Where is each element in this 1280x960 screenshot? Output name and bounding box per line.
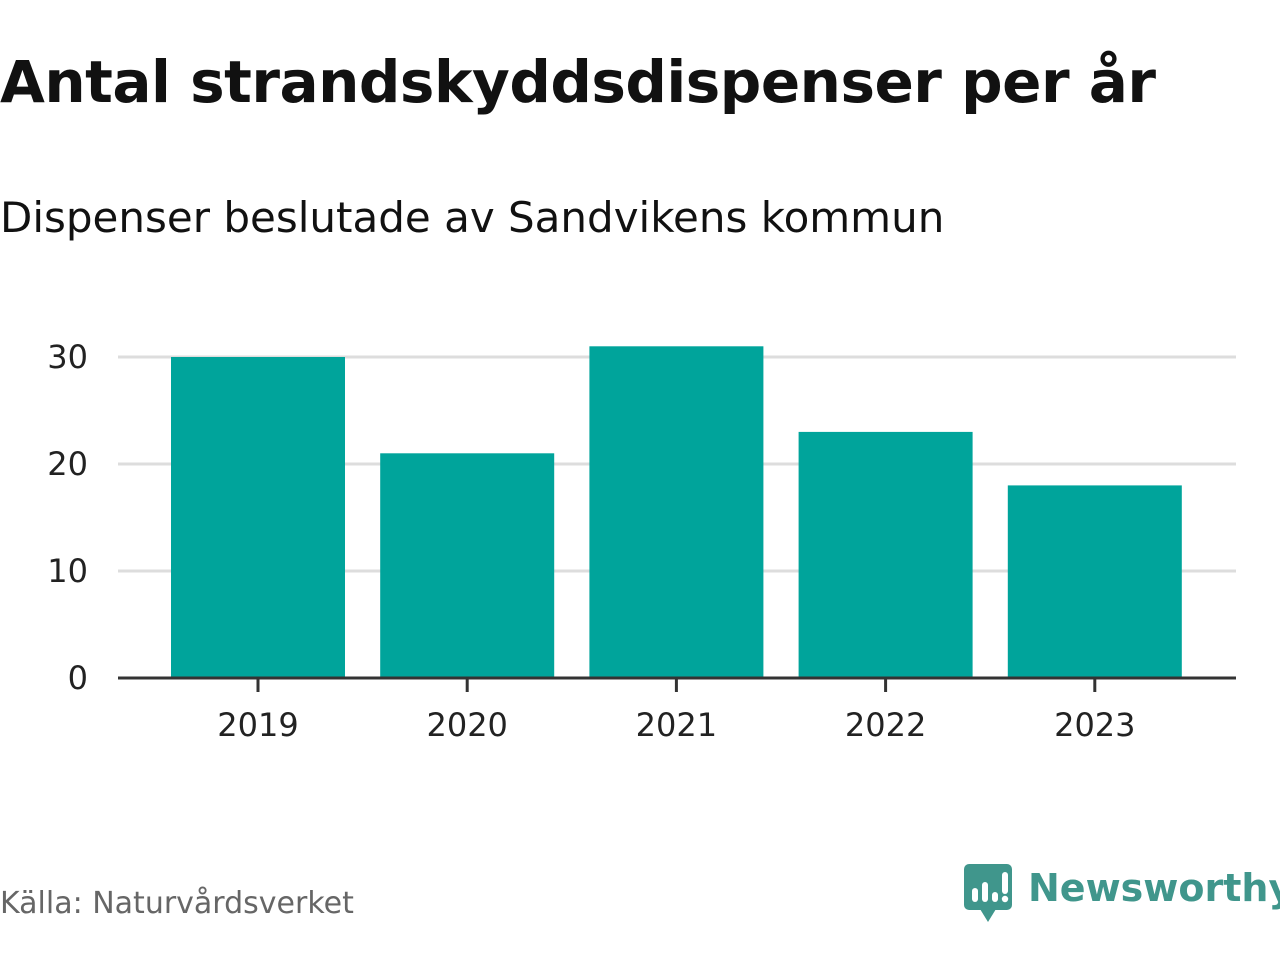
bar-chart: 0 10 20 30 2019 2020 2021 2022 2023: [47, 338, 1236, 744]
bar-2022: [798, 431, 973, 678]
chart-title: Antal strandskyddsdispenser per år: [0, 48, 1156, 116]
bar-2019: [171, 357, 345, 678]
x-tick-label: 2022: [845, 706, 926, 744]
chart-subtitle: Dispenser beslutade av Sandvikens kommun: [0, 193, 945, 242]
x-tick-label: 2019: [217, 706, 298, 744]
x-tick-label: 2023: [1054, 706, 1135, 744]
x-tick-label: 2020: [426, 706, 507, 744]
newsworthy-logo-icon: [964, 864, 1012, 922]
bar-2020: [380, 453, 555, 678]
brand-name: Newsworthy: [1028, 866, 1280, 910]
bars: [171, 346, 1182, 678]
y-tick-label: 0: [68, 659, 88, 697]
y-tick-label: 30: [47, 338, 88, 376]
source-note: Källa: Naturvårdsverket: [0, 886, 354, 921]
axes: 0 10 20 30 2019 2020 2021 2022 2023: [47, 338, 1236, 744]
bar-2023: [1007, 485, 1182, 678]
x-tick-label: 2021: [636, 706, 717, 744]
y-tick-label: 10: [47, 552, 88, 590]
brand-logo: Newsworthy: [962, 862, 1280, 926]
bar-2021: [589, 346, 764, 678]
y-tick-label: 20: [47, 445, 88, 483]
